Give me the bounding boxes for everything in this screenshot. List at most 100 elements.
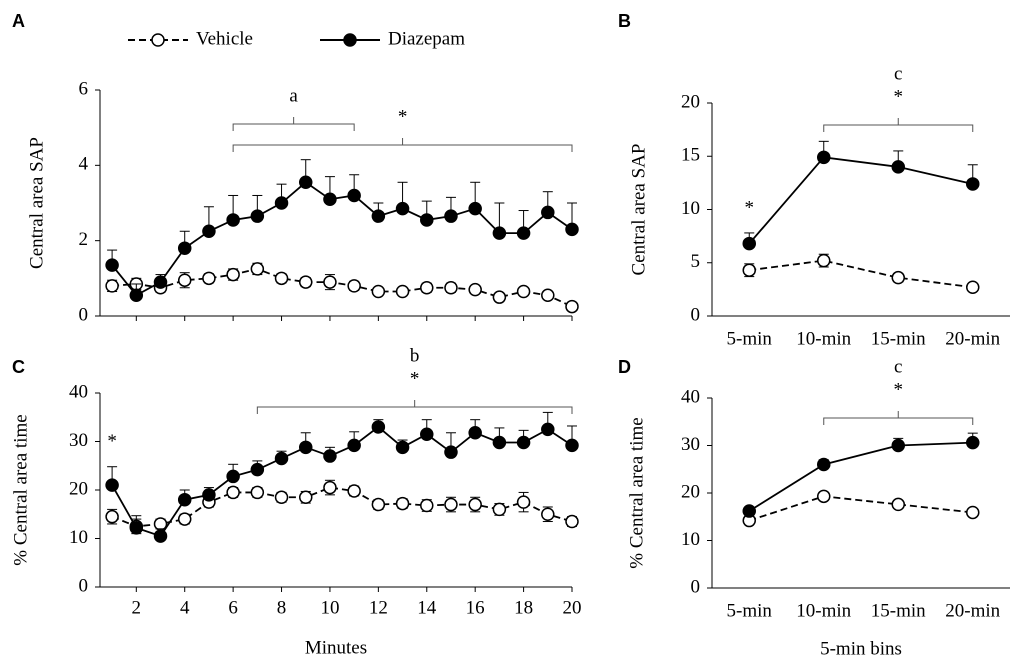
marker [347, 279, 361, 293]
marker [250, 209, 265, 223]
x-tick-label: 20-min [945, 328, 1000, 349]
marker [444, 497, 458, 512]
marker [541, 205, 555, 220]
marker [565, 514, 579, 529]
y-tick-label: 30 [69, 430, 88, 451]
series-line [748, 495, 973, 522]
marker [323, 275, 337, 289]
x-tick-label: 10 [320, 597, 339, 618]
marker [891, 438, 905, 453]
panel-label: A [12, 11, 25, 31]
marker [395, 440, 410, 455]
marker [395, 496, 410, 511]
x-tick-label: 15-min [871, 600, 926, 621]
marker [565, 299, 579, 314]
marker [226, 267, 240, 282]
y-tick-label: 5 [691, 251, 701, 272]
x-tick-label: 14 [417, 597, 437, 618]
marker [516, 284, 531, 299]
bracket [256, 400, 573, 414]
legend-label: Vehicle [196, 28, 253, 49]
marker [274, 490, 289, 505]
bracket [232, 117, 355, 131]
marker [105, 509, 119, 524]
y-tick-label: 6 [79, 78, 89, 99]
marker [742, 263, 756, 277]
marker [105, 279, 119, 293]
y-tick-label: 40 [681, 386, 700, 407]
marker [541, 288, 555, 303]
bracket [823, 118, 974, 132]
x-axis-label: Minutes [305, 637, 367, 658]
marker [966, 435, 980, 450]
marker [541, 507, 555, 521]
x-tick-label: 4 [180, 597, 190, 618]
bracket [232, 138, 573, 152]
y-tick-label: 20 [69, 478, 88, 499]
marker [891, 160, 905, 174]
y-tick-label: 4 [79, 154, 89, 175]
y-tick-label: 10 [681, 198, 700, 219]
marker [817, 150, 831, 165]
marker [817, 489, 831, 504]
marker [966, 280, 980, 294]
marker [541, 422, 555, 437]
y-tick-label: 0 [691, 576, 701, 597]
marker [516, 435, 531, 450]
marker [371, 284, 386, 299]
marker [371, 497, 386, 512]
x-tick-label: 10-min [796, 328, 851, 349]
x-axis-label: 5-min bins [820, 638, 902, 659]
marker [742, 236, 756, 251]
marker [153, 275, 168, 289]
marker [250, 462, 265, 477]
marker [202, 271, 216, 286]
marker [105, 258, 119, 272]
marker [444, 445, 458, 459]
marker [274, 196, 289, 210]
marker [516, 495, 531, 509]
marker [298, 175, 313, 190]
marker [444, 209, 458, 223]
marker [177, 273, 192, 287]
annotation: * [398, 106, 408, 127]
marker [177, 492, 192, 507]
x-tick-label: 16 [466, 597, 485, 618]
marker [202, 488, 216, 502]
marker [226, 213, 240, 227]
marker [420, 213, 434, 227]
annotation: * [107, 431, 117, 452]
marker [395, 201, 410, 216]
x-tick-label: 15-min [871, 328, 926, 349]
marker [274, 451, 289, 466]
y-axis-label: % Central area time [626, 417, 647, 568]
marker [420, 427, 434, 441]
marker [516, 226, 531, 240]
marker [250, 485, 265, 500]
marker [468, 497, 482, 512]
marker [323, 480, 337, 495]
y-tick-label: 10 [69, 527, 88, 548]
y-tick-label: 30 [681, 434, 700, 455]
y-axis-label: Central area SAP [628, 144, 649, 276]
x-tick-label: 5-min [727, 328, 773, 349]
x-tick-label: 2 [132, 597, 142, 618]
panel-label: D [618, 357, 631, 377]
annotation: * [410, 368, 420, 389]
marker [347, 484, 361, 498]
x-tick-label: 10-min [796, 600, 851, 621]
marker [298, 275, 313, 289]
marker [298, 440, 313, 455]
panel-label: B [618, 11, 631, 31]
y-axis-label: Central area SAP [26, 137, 47, 269]
marker [129, 521, 144, 535]
marker [371, 420, 386, 434]
annotation: b [410, 345, 420, 366]
series-line [748, 441, 973, 512]
legend-label: Diazepam [388, 28, 465, 49]
x-tick-label: 6 [228, 597, 238, 618]
x-tick-label: 20 [563, 597, 582, 618]
marker [468, 282, 482, 297]
marker [347, 188, 361, 203]
annotation: * [894, 86, 904, 107]
